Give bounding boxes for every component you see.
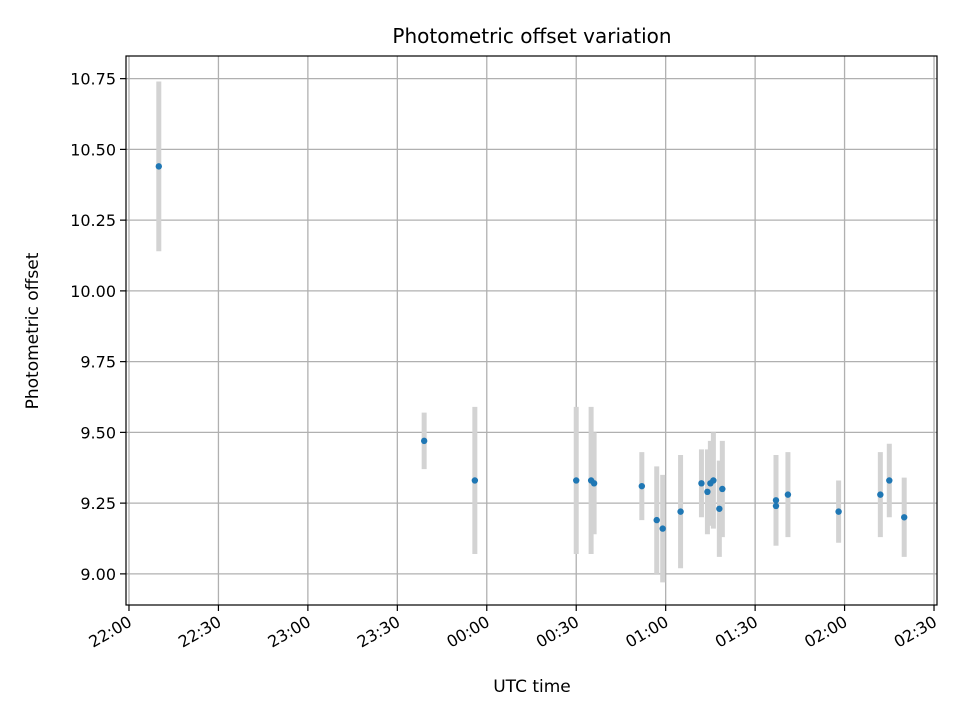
y-tick-label: 9.75 [80, 353, 116, 372]
y-tick-label: 10.75 [70, 70, 116, 89]
data-point [420, 437, 428, 445]
y-tick-label: 9.00 [80, 565, 116, 584]
data-point [772, 497, 780, 504]
data-point [653, 516, 660, 524]
y-tick-label: 9.25 [80, 494, 116, 513]
data-point [772, 502, 780, 510]
data-point [886, 477, 893, 484]
data-point [704, 488, 711, 496]
y-tick-label: 10.00 [70, 282, 116, 301]
data-point [901, 514, 908, 521]
data-point [471, 477, 479, 484]
y-tick-label: 10.50 [70, 140, 116, 159]
data-point [710, 477, 717, 484]
data-point [659, 525, 666, 532]
chart-title: Photometric offset variation [392, 24, 671, 48]
data-points [155, 163, 908, 532]
data-point [784, 491, 792, 498]
x-axis-title: UTC time [493, 677, 571, 697]
y-axis-title: Photometric offset [23, 252, 43, 409]
data-point [877, 491, 884, 498]
data-point [677, 508, 684, 515]
data-point [573, 477, 580, 484]
data-point [716, 505, 723, 512]
y-tick-label: 9.50 [80, 423, 116, 442]
data-point [638, 482, 646, 490]
plot-frame [125, 55, 938, 606]
data-point [590, 480, 598, 487]
data-point [835, 508, 842, 515]
data-point [155, 163, 162, 170]
data-point [719, 485, 726, 493]
y-axis: 9.00 9.25 9.50 9.75 10.00 10.25 10.50 10.75 [70, 70, 126, 584]
y-tick-label: 10.25 [70, 211, 116, 230]
data-point [698, 480, 705, 487]
grid [126, 56, 937, 605]
